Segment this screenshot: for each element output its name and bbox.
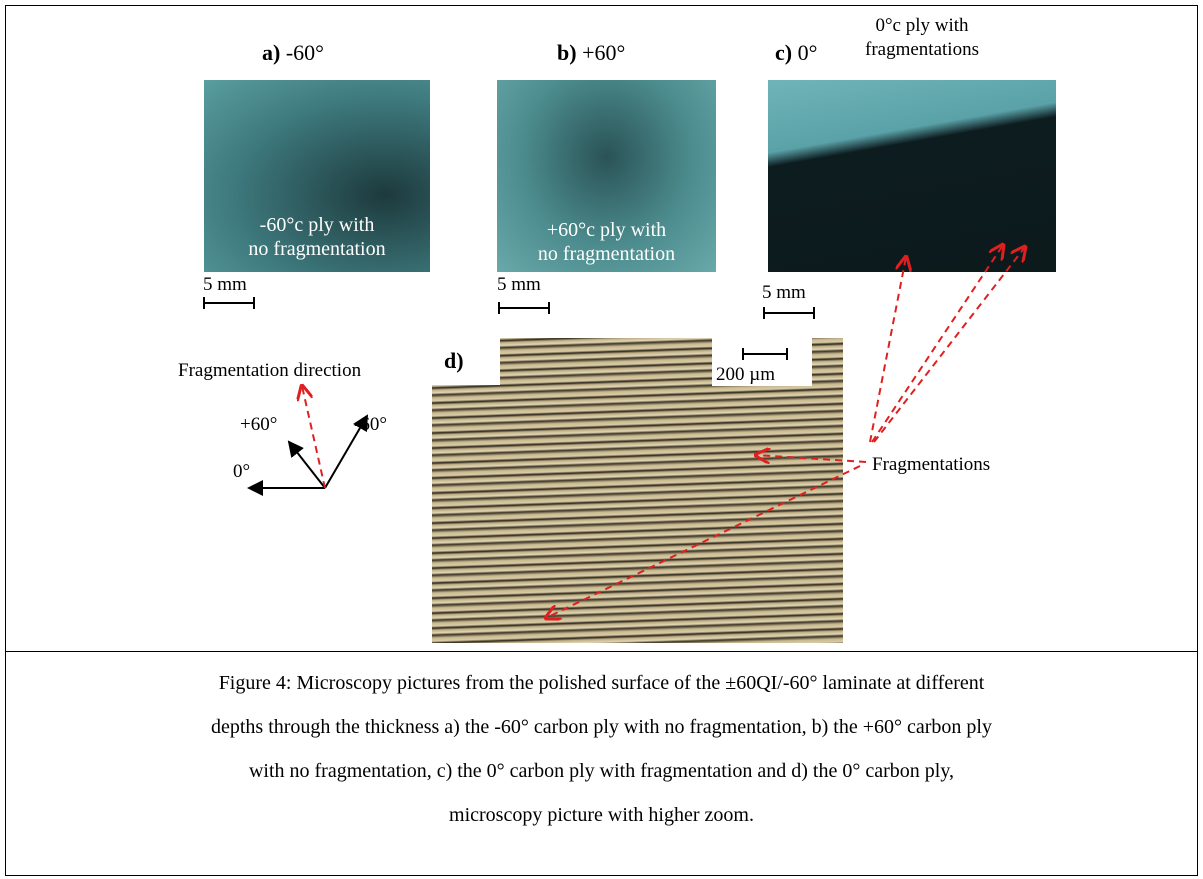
fragment-arrows bbox=[302, 245, 1025, 618]
caption-line: with no fragmentation, c) the 0° carbon … bbox=[0, 760, 1203, 783]
caption-line: depths through the thickness a) the -60°… bbox=[0, 716, 1203, 739]
diagram-label: Fragmentation direction bbox=[178, 360, 361, 382]
diagram-label: -60° bbox=[354, 414, 387, 436]
arrows bbox=[0, 0, 1203, 879]
diagram-label: +60° bbox=[240, 414, 277, 436]
figure: a) -60° b) +60° c) 0° -60°c ply withno f… bbox=[0, 0, 1203, 879]
diagram-label: Fragmentations bbox=[872, 454, 990, 476]
diagram-label: 0° bbox=[233, 461, 250, 483]
caption-line: microscopy picture with higher zoom. bbox=[0, 804, 1203, 827]
caption-line: Figure 4: Microscopy pictures from the p… bbox=[0, 672, 1203, 695]
